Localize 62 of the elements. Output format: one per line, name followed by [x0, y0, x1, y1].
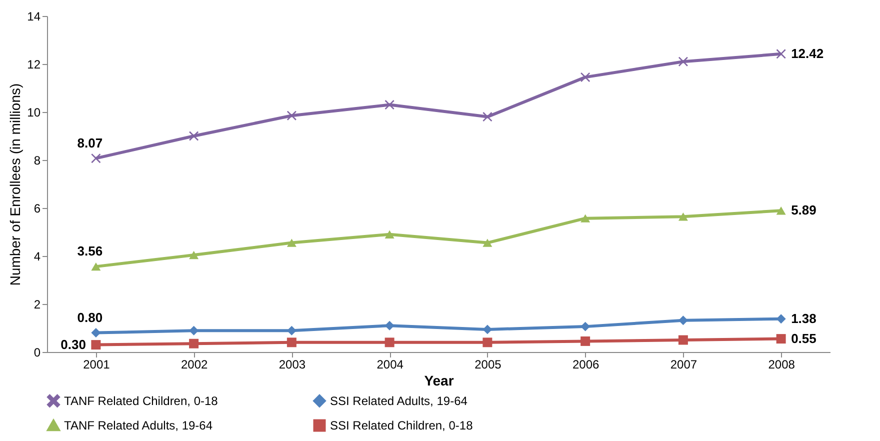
- point: [776, 206, 786, 215]
- y-axis-title: Number of Enrollees (in millions): [7, 83, 24, 286]
- x-tick-label: 2008: [768, 358, 796, 372]
- y-tick-label: 0: [34, 346, 41, 360]
- data-label: 3.56: [77, 244, 103, 259]
- point: [482, 238, 492, 247]
- x-tick-label: 2004: [376, 358, 404, 372]
- data-label: 1.38: [791, 310, 816, 326]
- y-tick-label: 4: [34, 250, 41, 264]
- y-tick-label: 12: [27, 58, 41, 72]
- point: [776, 334, 786, 344]
- point: [91, 154, 101, 164]
- point: [678, 316, 688, 326]
- point: [286, 110, 296, 120]
- point: [384, 100, 394, 110]
- point: [384, 338, 394, 348]
- point: [91, 262, 101, 271]
- x-tick-label: 2006: [572, 358, 600, 372]
- point: [482, 112, 492, 122]
- data-label: 5.89: [791, 202, 816, 218]
- point: [91, 328, 101, 338]
- x-tick-label: 2001: [83, 358, 110, 372]
- point: [580, 322, 590, 332]
- legend-label: SSI Related Children, 0-18: [330, 418, 474, 432]
- y-tick-label: 10: [27, 106, 41, 120]
- point: [189, 250, 199, 260]
- point: [580, 72, 590, 82]
- y-tick-label: 2: [34, 298, 41, 312]
- data-label: 0.30: [60, 336, 86, 352]
- x-tick-label: 2007: [670, 358, 698, 372]
- point: [678, 56, 688, 66]
- point: [286, 338, 296, 348]
- y-tick-label: 8: [34, 154, 41, 168]
- point: [678, 335, 688, 345]
- legend-label: SSI Related Adults, 19-64: [330, 394, 468, 408]
- point: [286, 326, 296, 336]
- data-label: 0.55: [791, 330, 816, 346]
- point: [286, 238, 296, 247]
- x-tick-label: 2002: [180, 358, 208, 372]
- point: [776, 314, 786, 324]
- x-tick-label: 2005: [474, 358, 502, 372]
- point: [91, 340, 101, 350]
- point: [776, 49, 786, 59]
- point: [482, 338, 492, 348]
- data-label: 12.42: [791, 46, 824, 61]
- point: [384, 230, 394, 239]
- point: [189, 131, 199, 141]
- y-tick-label: 6: [34, 202, 41, 216]
- data-label: 0.80: [77, 310, 103, 325]
- y-tick-label: 14: [27, 10, 41, 24]
- legend-label: TANF Related Children, 0-18: [64, 394, 218, 408]
- x-axis-title: Year: [424, 372, 454, 388]
- point: [580, 214, 590, 222]
- point: [384, 320, 394, 330]
- point: [189, 338, 199, 348]
- point: [189, 326, 199, 336]
- point: [678, 212, 688, 221]
- data-label: 8.07: [77, 135, 103, 150]
- legend-label: TANF Related Adults, 19-64: [64, 418, 213, 432]
- x-tick-label: 2003: [278, 358, 306, 372]
- point: [580, 336, 590, 346]
- point: [482, 324, 492, 334]
